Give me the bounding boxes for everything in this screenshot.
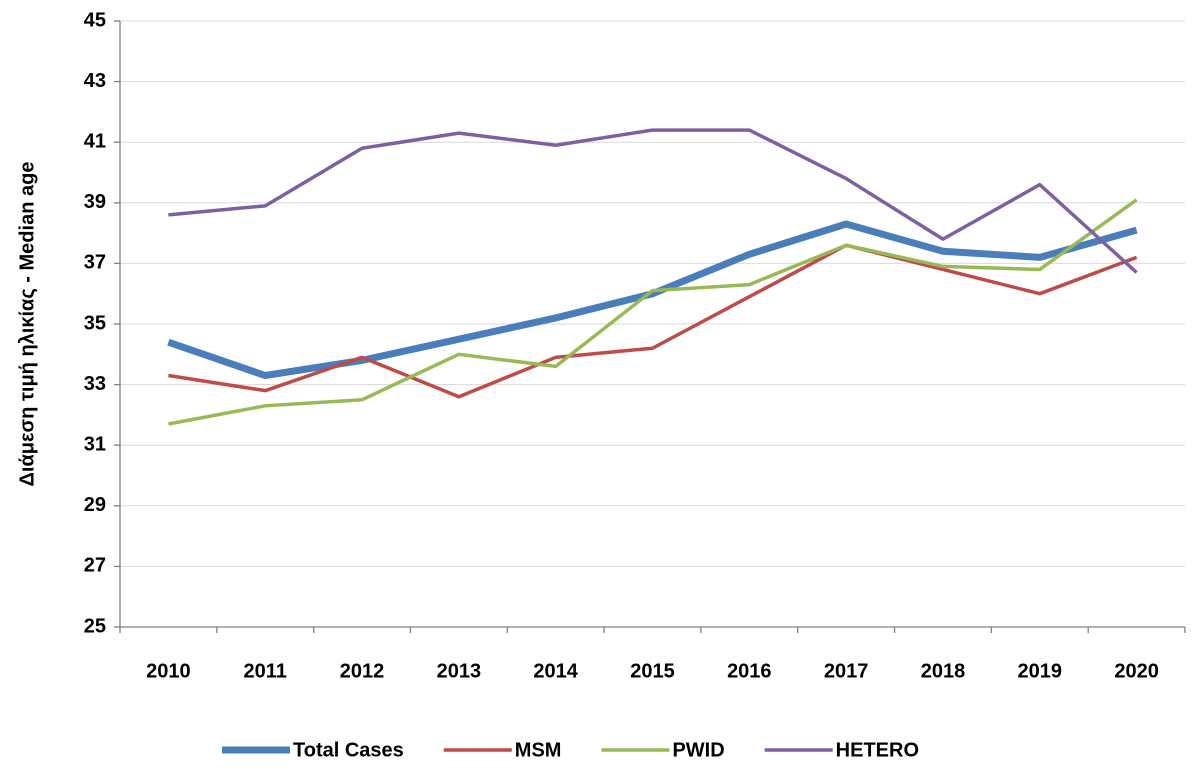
x-tick-label: 2018 — [921, 660, 966, 682]
legend-label: HETERO — [836, 739, 919, 761]
legend-label: Total Cases — [293, 739, 404, 761]
line-series — [167, 220, 1138, 380]
x-tick-label: 2012 — [340, 660, 385, 682]
y-tick-label: 27 — [84, 555, 106, 577]
y-tick-label: 33 — [84, 373, 106, 395]
line-series — [168, 128, 1138, 274]
legend-label: MSM — [515, 739, 562, 761]
legend-label: PWID — [672, 739, 724, 761]
y-tick-label: 31 — [84, 433, 106, 455]
x-tick-label: 2014 — [533, 660, 578, 682]
x-tick-label: 2020 — [1114, 660, 1159, 682]
y-tick-label: 39 — [84, 191, 106, 213]
y-tick-label: 43 — [84, 70, 106, 92]
x-tick-label: 2013 — [437, 660, 482, 682]
y-tick-label: 29 — [84, 494, 106, 516]
x-tick-label: 2017 — [824, 660, 869, 682]
y-tick-label: 45 — [84, 9, 106, 31]
y-tick-label: 37 — [84, 252, 106, 274]
y-tick-label: 25 — [84, 615, 106, 637]
y-tick-label: 41 — [84, 130, 106, 152]
line-series — [168, 198, 1138, 426]
x-tick-label: 2016 — [727, 660, 772, 682]
y-tick-label: 35 — [84, 312, 106, 334]
x-tick-label: 2011 — [244, 660, 287, 682]
x-tick-label: 2019 — [1018, 660, 1063, 682]
line-series — [168, 243, 1138, 399]
y-axis-label: Διάμεση τιμή ηλικίας - Median age — [16, 162, 38, 487]
x-tick-label: 2010 — [146, 660, 191, 682]
x-tick-label: 2015 — [630, 660, 675, 682]
